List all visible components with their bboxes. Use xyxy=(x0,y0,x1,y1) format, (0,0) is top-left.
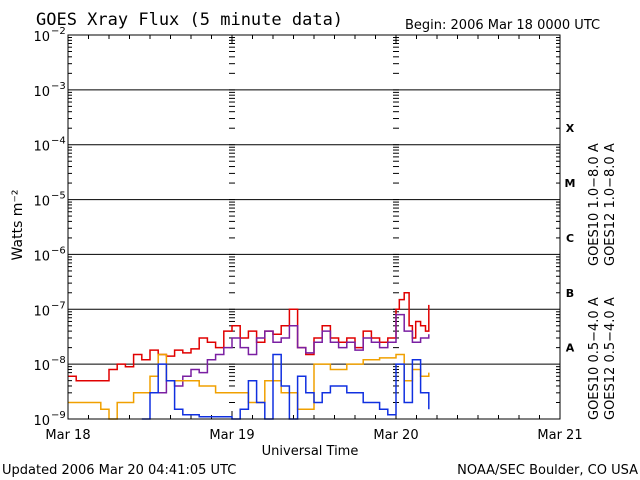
series-line xyxy=(68,353,430,420)
y-tick-label: 10 xyxy=(33,85,50,100)
y-tick-label: 10 xyxy=(33,140,50,155)
series-line xyxy=(158,313,430,394)
y-tick-exponent: −5 xyxy=(51,191,66,202)
y-tick-exponent: −9 xyxy=(51,410,66,421)
y-tick-label: 10 xyxy=(33,30,50,45)
y-tick-label: 10 xyxy=(33,195,50,210)
y-tick-exponent: −6 xyxy=(51,245,66,256)
x-tick-label: Mar 20 xyxy=(373,428,418,443)
legend: GOES12 0.5−4.0 A GOES12 1.0−8.0 A GOES10 0… xyxy=(587,143,618,420)
flare-class-labels: X M C B A xyxy=(565,122,576,354)
legend-entry: GOES10 1.0−8.0 A xyxy=(587,143,602,266)
flare-class-label: C xyxy=(566,232,574,245)
credit-text: NOAA/SEC Boulder, CO USA xyxy=(457,463,638,478)
series-lines xyxy=(68,292,430,420)
y-tick-exponent: −4 xyxy=(51,136,66,147)
legend-entry: GOES12 0.5−4.0 A xyxy=(603,297,618,420)
legend-entry: GOES10 0.5−4.0 A xyxy=(587,297,602,420)
flare-class-label: X xyxy=(566,122,575,135)
series-line xyxy=(141,353,430,420)
y-axis-ticks: 10−210−310−410−510−610−710−810−9 xyxy=(33,26,560,429)
y-tick-exponent: −7 xyxy=(51,300,66,311)
legend-entry: GOES12 1.0−8.0 A xyxy=(603,143,618,266)
y-tick-label: 10 xyxy=(33,249,50,264)
x-axis-label: Universal Time xyxy=(262,444,359,459)
y-tick-exponent: −2 xyxy=(51,26,66,37)
series-line xyxy=(68,292,430,382)
y-tick-label: 10 xyxy=(33,414,50,429)
flare-class-label: M xyxy=(565,177,576,190)
x-tick-label: Mar 21 xyxy=(537,428,582,443)
plot-frame xyxy=(67,34,561,420)
y-tick-exponent: −8 xyxy=(51,355,66,366)
y-tick-exponent: −3 xyxy=(51,81,66,92)
begin-time: Begin: 2006 Mar 18 0000 UTC xyxy=(405,18,600,33)
y-axis-label: Watts m⁻² xyxy=(10,190,26,261)
flare-class-label: B xyxy=(566,287,574,300)
chart-title: GOES Xray Flux (5 minute data) xyxy=(36,10,343,30)
flare-class-label: A xyxy=(566,342,575,355)
x-tick-label: Mar 18 xyxy=(45,428,90,443)
updated-time: Updated 2006 Mar 20 04:41:05 UTC xyxy=(2,463,236,478)
y-tick-label: 10 xyxy=(33,359,50,374)
y-tick-label: 10 xyxy=(33,304,50,319)
x-tick-label: Mar 19 xyxy=(209,428,254,443)
